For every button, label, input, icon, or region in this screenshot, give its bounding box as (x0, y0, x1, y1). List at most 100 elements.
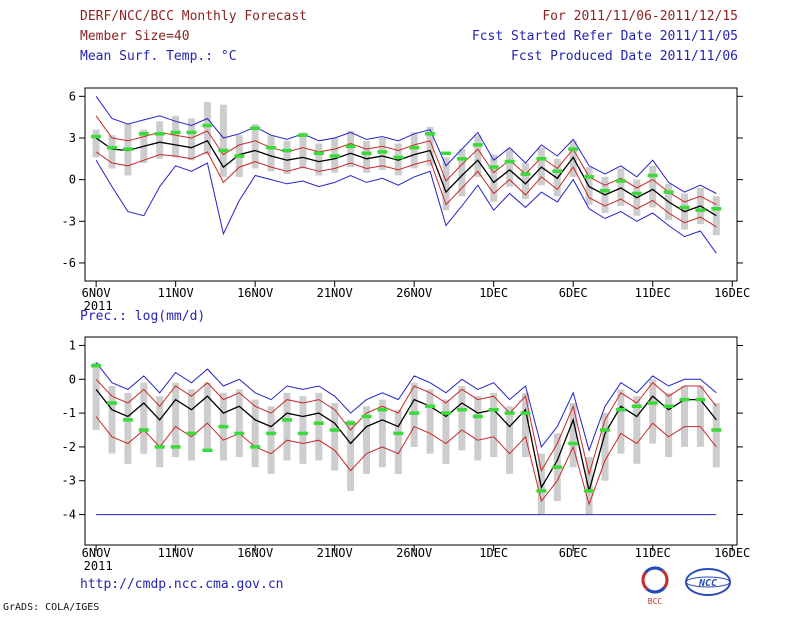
ensemble-spread-bars (426, 389, 434, 454)
ensemble-spread-bars (522, 392, 529, 458)
y-tick-label: -3 (62, 214, 76, 228)
x-tick-label: 11DEC (635, 546, 671, 560)
ensemble-spread-bars (394, 143, 402, 176)
ensemble-spread-bars (188, 389, 195, 461)
ensemble-spread-bars (522, 163, 529, 200)
ensemble-spread-bars (442, 399, 450, 464)
forecast-period: For 2011/11/06-2011/12/15 (542, 9, 738, 24)
ensemble-spread-bars (331, 403, 339, 471)
x-tick-label: 6NOV (82, 546, 111, 560)
ensemble-spread-bars (315, 392, 323, 461)
ncc-logo-text: NCC (698, 578, 717, 589)
ensemble-spread-bars (426, 126, 434, 166)
x-tick-label: 16DEC (714, 546, 750, 560)
forecast-refer-date: Fcst Started Refer Date 2011/11/05 (471, 29, 738, 44)
ensemble-spread-bars (474, 135, 482, 177)
ensemble-spread-bars (108, 386, 116, 454)
ensemble-spread-bars (283, 392, 291, 461)
ensemble-spread-bars (267, 406, 275, 474)
ensemble-spread-bars (347, 131, 355, 168)
ensemble-spread-bars (617, 168, 625, 206)
ensemble-spread-bars (251, 124, 259, 169)
precipitation-variable-label: Prec.: log(mm/d) (80, 309, 206, 324)
x-tick-label: 26NOV (396, 546, 432, 560)
ensemble-spread-bars (474, 396, 482, 461)
ensemble-spread-bars (712, 196, 720, 236)
ensemble-spread-bars (203, 101, 211, 155)
y-tick-label: -2 (62, 440, 76, 454)
ensemble-spread-bars (585, 457, 593, 515)
x-tick-label: 11NOV (158, 546, 194, 560)
ensemble-spread-bars (299, 132, 307, 169)
ensemble-spread-bars (188, 118, 195, 161)
header-left: DERF/NCC/BCC Monthly Forecast Member Siz… (80, 7, 307, 67)
ensemble-mean (95, 137, 717, 217)
ensemble-spread-bars (442, 157, 450, 211)
y-tick-label: -1 (62, 406, 76, 420)
ensemble-spread-bars (649, 379, 657, 444)
ensemble-spread-bars (203, 382, 211, 451)
ensemble-spread-bars (235, 389, 243, 457)
y-tick-label: -4 (62, 508, 76, 522)
ensemble-max (95, 362, 717, 452)
mean-plus-sd (95, 115, 717, 206)
ensemble-spread-bars (649, 165, 657, 208)
ensemble-spread-bars (267, 135, 275, 172)
ensemble-spread-bars (617, 389, 625, 454)
ncc-logo: NCC (685, 568, 731, 596)
ensemble-spread-bars (506, 406, 514, 474)
header: DERF/NCC/BCC Monthly Forecast Member Siz… (80, 7, 738, 67)
x-tick-label: 21NOV (317, 286, 353, 300)
mean-plus-sd (95, 378, 717, 476)
ensemble-spread-bars (172, 115, 180, 158)
ensemble-spread-bars (394, 409, 402, 474)
ensemble-spread-bars (283, 140, 291, 175)
y-tick-label: 0 (69, 372, 76, 386)
member-size-label: Member Size=40 (80, 29, 190, 44)
ensemble-spread-bars (172, 382, 180, 458)
y-tick-label: 6 (69, 89, 76, 103)
ensemble-spread-bars (92, 362, 100, 430)
ncc-logo-globe (685, 568, 731, 596)
ensemble-mean (95, 388, 717, 492)
ensemble-spread-bars (315, 143, 323, 176)
ensemble-spread-bars (219, 104, 227, 177)
ensemble-spread-bars (124, 392, 132, 464)
grads-credit: GrADS: COLA/IGES (3, 602, 100, 613)
x-tick-label: 11NOV (158, 286, 194, 300)
ensemble-spread-bars (108, 135, 116, 169)
ensemble-spread-bars (410, 132, 418, 169)
ensemble-spread-bars (490, 154, 498, 202)
ensemble-spread-bars (665, 392, 673, 458)
ensemble-max (95, 96, 717, 194)
ensemble-spread-bars (506, 149, 514, 187)
x-tick-label: 6DEC (559, 546, 588, 560)
page-title: DERF/NCC/BCC Monthly Forecast (80, 9, 307, 24)
ensemble-spread-bars (569, 140, 577, 177)
ensemble-spread-bars (347, 419, 355, 491)
mean-minus-sd (95, 151, 717, 228)
y-tick-label: 1 (69, 338, 76, 352)
x-tick-label: 6NOV (82, 286, 111, 300)
source-url: http://cmdp.ncc.cma.gov.cn (80, 577, 284, 592)
ensemble-spread-bars (363, 140, 370, 173)
bcc-logo-text: BCC (648, 597, 663, 606)
ensemble-spread-bars (140, 382, 148, 454)
x-tick-label: 1DEC (479, 286, 508, 300)
ensemble-spread-bars (92, 129, 100, 158)
x-tick-label: 1DEC (479, 546, 508, 560)
plot-frame (84, 87, 738, 282)
forecast-produced-date: Fcst Produced Date 2011/11/06 (511, 49, 738, 64)
y-tick-label: 3 (69, 131, 76, 145)
ensemble-spread-bars (156, 396, 164, 468)
x-tick-label: 6DEC (559, 286, 588, 300)
footer-logos: BCC NCC (636, 564, 734, 606)
x-tick-label: 16NOV (237, 546, 273, 560)
ensemble-spread-bars (712, 403, 720, 468)
ensemble-spread-bars (363, 406, 370, 474)
ensemble-spread-bars (378, 399, 386, 468)
